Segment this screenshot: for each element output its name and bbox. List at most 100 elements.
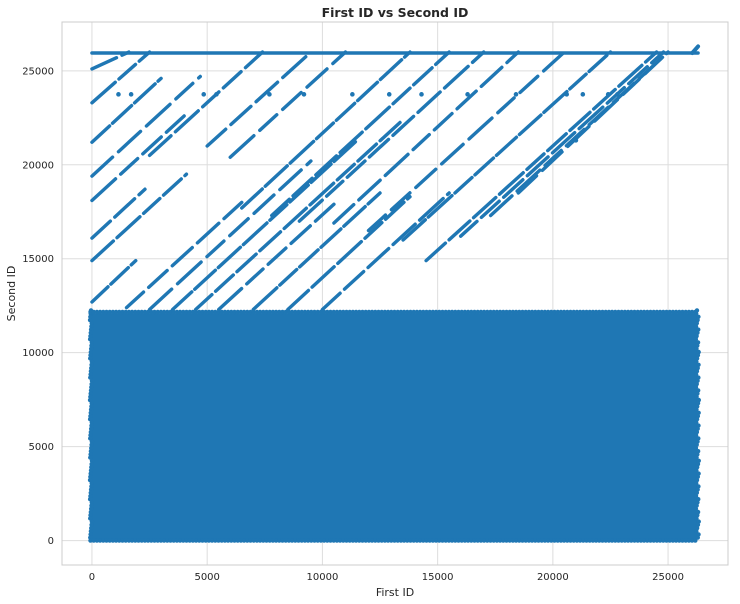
diagonal-series-27	[286, 195, 412, 312]
scatter-point	[657, 309, 663, 315]
scatter-point	[88, 309, 93, 315]
scatter-point	[629, 538, 634, 543]
diagonal-segment	[313, 202, 336, 223]
scatter-point	[219, 538, 224, 543]
diagonal-segment	[355, 80, 380, 103]
diagonal-segment	[439, 142, 465, 166]
scatter-point	[405, 538, 410, 543]
diagonal-segment	[518, 74, 540, 95]
scatter-point	[89, 500, 94, 505]
scatter-point	[264, 309, 269, 315]
scatter-point	[222, 538, 228, 543]
scatter-point	[190, 309, 196, 315]
diagonal-segment	[417, 196, 445, 222]
diagonal-segment	[497, 171, 525, 196]
scatter-point	[523, 538, 528, 543]
scatter-point	[360, 309, 365, 315]
scatter-point	[177, 538, 183, 543]
scatter-point	[89, 484, 94, 489]
scatter-point	[670, 309, 676, 315]
diagonal-series-7	[90, 50, 152, 105]
scatter-point	[414, 538, 420, 543]
diagonal-segment	[297, 248, 320, 269]
scatter-point	[344, 538, 349, 543]
scatter-point	[350, 92, 355, 97]
scatter-point	[632, 538, 637, 543]
scatter-point	[209, 538, 215, 543]
scatter-point	[446, 538, 452, 543]
y-tick-label: 10000	[22, 348, 54, 359]
scatter-point	[694, 529, 699, 534]
scatter-point	[667, 309, 672, 315]
scatter-point	[94, 538, 100, 543]
diagonal-segment	[550, 130, 577, 155]
diagonal-segment	[608, 50, 613, 55]
scatter-point	[142, 538, 148, 543]
scatter-point	[683, 538, 688, 543]
diagonal-segment	[309, 162, 333, 185]
scatter-point	[283, 538, 288, 543]
scatter-point	[296, 538, 301, 543]
diagonal-segment	[366, 213, 388, 233]
diagonal-segment	[120, 50, 131, 57]
scatter-point	[485, 538, 490, 543]
diagonal-segment	[391, 114, 416, 138]
scatter-point	[89, 359, 95, 364]
diagonal-segment	[266, 246, 288, 266]
scatter-point	[478, 538, 484, 543]
scatter-point	[110, 309, 116, 315]
scatter-point	[89, 461, 94, 467]
scatter-point	[520, 309, 525, 315]
scatter-point	[334, 309, 340, 315]
scatter-point	[433, 309, 439, 315]
diagonal-segment	[258, 113, 279, 133]
scatter-point	[417, 538, 423, 543]
scatter-point	[347, 309, 352, 315]
diagonal-segment	[517, 113, 543, 137]
scatter-point	[645, 538, 650, 543]
scatter-point	[609, 538, 615, 543]
scatter-point	[414, 309, 420, 315]
scatter-point	[89, 420, 94, 425]
scatter-point	[382, 538, 388, 543]
scatter-point	[264, 538, 269, 543]
scatter-point	[301, 92, 307, 97]
diagonal-series-9	[124, 200, 244, 310]
scatter-point	[88, 394, 93, 400]
scatter-point	[94, 309, 100, 315]
scatter-point	[142, 309, 148, 315]
scatter-point	[443, 538, 448, 543]
scatter-point	[606, 538, 612, 543]
scatter-point	[459, 538, 464, 543]
diagonal-segment	[383, 152, 410, 178]
scatter-point	[363, 309, 368, 315]
diagonal-segment	[426, 193, 454, 219]
diagonal-segment	[591, 87, 617, 111]
scatter-point	[88, 449, 94, 454]
diagonal-segment	[643, 50, 659, 64]
scatter-point	[478, 309, 484, 315]
scatter-point	[693, 337, 699, 342]
diagonal-segment	[593, 98, 620, 123]
scatter-point	[469, 309, 474, 315]
y-tick-label: 15000	[22, 254, 54, 265]
diagonal-segment	[314, 121, 336, 141]
diagonal-segment	[345, 159, 367, 179]
scatter-point	[565, 538, 570, 543]
diagonal-segment	[542, 89, 569, 115]
scatter-point	[398, 309, 404, 315]
diagonal-series-16	[240, 50, 412, 210]
diagonal-segment	[241, 221, 269, 247]
diagonal-segment	[546, 132, 568, 153]
scatter-point	[373, 538, 378, 543]
scatter-point	[197, 309, 202, 315]
scatter-point	[302, 538, 308, 543]
scatter-point	[88, 369, 94, 374]
scatter-point	[536, 309, 541, 315]
scatter-point	[401, 309, 407, 315]
x-tick-labels: 0 5000 10000 15000 20000 25000	[89, 572, 684, 583]
diagonal-segment	[251, 286, 279, 312]
scatter-point	[235, 309, 240, 315]
scatter-point	[254, 538, 260, 543]
scatter-point	[520, 538, 525, 543]
